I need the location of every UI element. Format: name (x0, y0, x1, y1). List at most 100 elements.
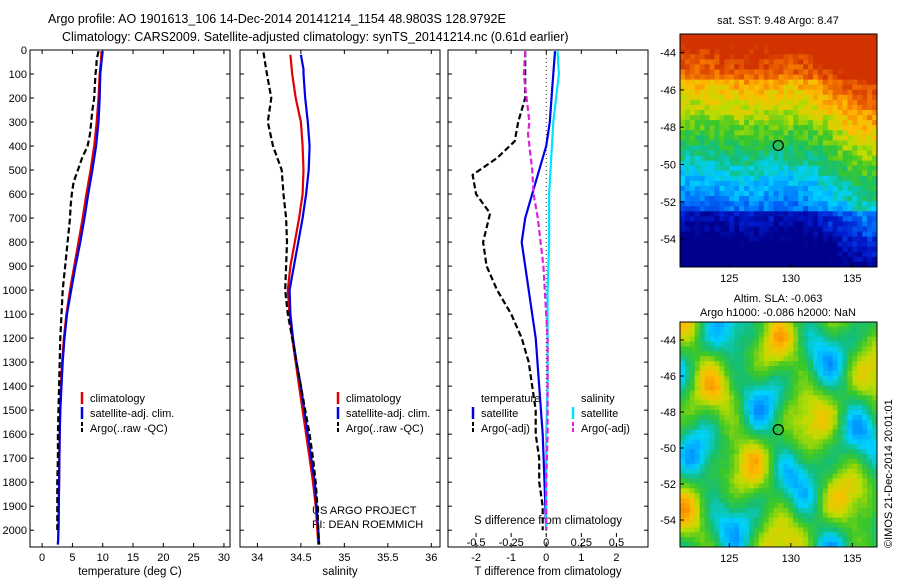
sst-map-cell (808, 135, 814, 141)
sst-map-cell (689, 64, 696, 70)
sst-map-cell (699, 104, 706, 111)
sla-map-cell (857, 346, 863, 352)
sla-map-cell (827, 483, 834, 489)
sla-map-cell (847, 410, 853, 416)
sst-map-cell (842, 206, 848, 212)
sst-map-cell (783, 84, 789, 91)
sst-map-cell (867, 94, 873, 101)
sst-map-cell (803, 201, 809, 207)
sla-map-cell (832, 429, 838, 435)
sla-map-cell (704, 449, 710, 455)
sla-map-cell (837, 522, 843, 528)
sst-map-cell (714, 104, 720, 111)
sla-map-cell (704, 458, 710, 465)
sst-map-cell (862, 140, 868, 146)
sst-map-cell (842, 216, 848, 222)
sst-map-cell (817, 160, 824, 167)
sla-map-cell (724, 361, 730, 367)
sla-map-cell (719, 463, 725, 470)
sla-map-cell (739, 400, 745, 406)
sla-map-cell (793, 542, 799, 548)
sst-map-cell (798, 109, 804, 116)
sla-map-cell (699, 512, 706, 519)
sst-map-cell (793, 236, 799, 243)
sst-map-cell (680, 196, 686, 202)
sst-map-cell (842, 145, 848, 151)
sla-map-cell (847, 361, 853, 367)
sla-map-cell (734, 493, 740, 499)
sst-map-cell (684, 201, 691, 207)
sst-map-cell (753, 165, 760, 172)
sla-map-cell (768, 331, 774, 338)
sla-map-cell (719, 366, 725, 372)
sla-map-cell (872, 478, 878, 484)
sla-map-cell (768, 326, 774, 333)
sla-map-cell (689, 473, 696, 479)
sla-map-cell (753, 424, 760, 431)
legend-label-t-satellite: satellite (481, 408, 518, 420)
sst-map-cell (753, 236, 760, 243)
sla-map-cell (694, 483, 701, 489)
sla-map-cell (680, 463, 686, 470)
sla-map-cell (709, 419, 715, 426)
sla-map-cell (748, 351, 755, 357)
sla-map-cell (699, 326, 706, 333)
sla-map-cell (680, 512, 686, 519)
sla-map-cell (788, 493, 794, 499)
sla-map-cell (694, 341, 701, 347)
sst-map-cell (719, 160, 725, 167)
sla-map-cell (699, 454, 706, 460)
sla-map-cell (680, 473, 686, 479)
sst-map-cell (783, 74, 789, 80)
sst-map-cell (827, 185, 834, 192)
sla-map-cell (862, 522, 868, 528)
sla-map-cell (773, 483, 779, 489)
sla-map-cell (847, 424, 853, 431)
sla-map-cell (729, 326, 735, 333)
sst-map-cell (739, 160, 745, 167)
sst-map-cell (862, 196, 868, 202)
sla-map-cell (694, 366, 701, 372)
sla-map-cell (783, 527, 789, 533)
sla-map-cell (719, 326, 725, 333)
sst-map-cell (812, 165, 819, 172)
sst-map-cell (837, 191, 843, 197)
sla-map-cell (837, 400, 843, 406)
sla-map-cell (768, 439, 774, 445)
sla-map-cell (680, 341, 686, 347)
sla-map-cell (753, 458, 760, 465)
sst-map-cell (734, 54, 740, 60)
sla-map-cell (758, 390, 765, 396)
sst-map-cell (837, 185, 843, 192)
sst-map-cell (714, 160, 720, 167)
sst-map-cell (689, 89, 696, 96)
sst-map-cell (798, 231, 804, 238)
sst-map-cell (852, 145, 858, 151)
sst-map-cell (758, 175, 765, 182)
sla-map-cell (862, 532, 868, 538)
sst-map-cell (842, 160, 848, 167)
sst-map-cell (699, 191, 706, 197)
sst-map-cell (709, 206, 715, 212)
s-diff-tick-label: -0.5 (467, 537, 486, 549)
sla-map-cell (783, 488, 789, 494)
sst-map-cell (684, 109, 691, 116)
sla-map-cell (694, 493, 701, 499)
sst-map-cell (729, 261, 735, 268)
sla-map-cell (862, 498, 868, 504)
sla-map-cell (827, 380, 834, 386)
sla-map-cell (748, 336, 755, 342)
sst-map-cell (744, 256, 750, 263)
sst-map-cell (724, 150, 730, 156)
sla-map-cell (857, 473, 863, 479)
sla-map-cell (763, 458, 770, 465)
sst-map-cell (734, 99, 740, 106)
sst-map-cell (808, 256, 814, 263)
sla-map-cell (817, 341, 824, 347)
sst-map-cell (803, 34, 809, 40)
sst-map-cell (842, 241, 848, 248)
sla-map-cell (867, 341, 873, 347)
sla-map-cell (798, 458, 804, 465)
sst-map-cell (699, 231, 706, 238)
sst-map-cell (867, 256, 873, 263)
